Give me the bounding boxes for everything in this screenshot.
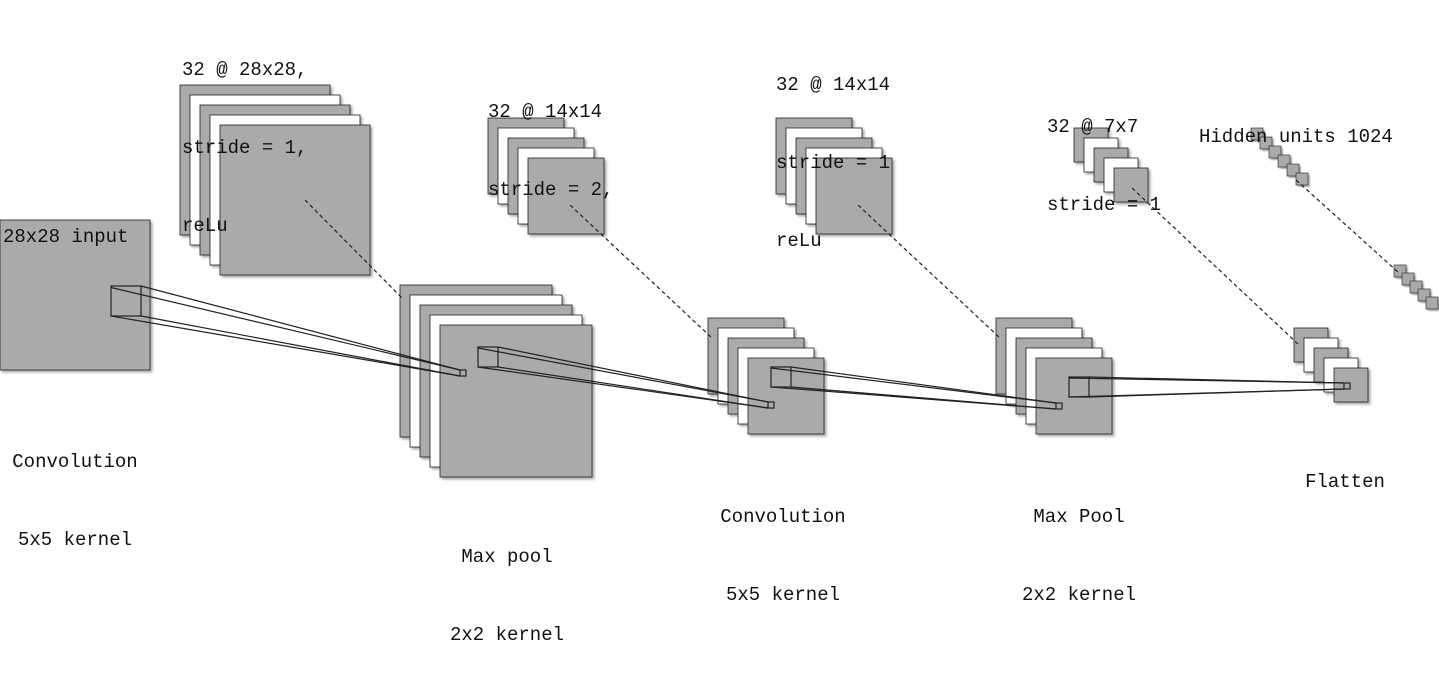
pool2-output-stack xyxy=(1073,127,1149,203)
pool1-kernel xyxy=(477,346,499,368)
projection-line xyxy=(569,204,713,339)
conv2-target xyxy=(1055,402,1063,410)
pool1-output-label: 32 @ 14x14 stride = 2, xyxy=(488,47,613,229)
pool1-operation-label: Max pool 2x2 kernel xyxy=(432,492,582,674)
conv1-operation-line: Convolution xyxy=(12,451,138,473)
flatten-operation-label: Flatten xyxy=(1280,417,1410,521)
conv1-connection-edge xyxy=(140,315,461,377)
flatten-target xyxy=(1343,382,1351,390)
conv2-output-stack-sheet xyxy=(815,157,893,235)
pool1-target xyxy=(767,401,775,409)
conv1-output-stack-sheet xyxy=(219,124,371,276)
pool1-connection-edge xyxy=(477,347,769,403)
conv1-connection-edge xyxy=(140,285,461,371)
pool1-output-line: 32 @ 14x14 xyxy=(488,101,603,123)
hidden-unit-block xyxy=(1425,296,1439,310)
projection-line xyxy=(1295,179,1399,273)
hidden-units-line: Hidden units 1024 xyxy=(1199,126,1393,148)
input-image xyxy=(0,219,151,371)
flatten-input-stack xyxy=(1293,327,1369,403)
conv2-operation-label: Convolution 5x5 kernel xyxy=(708,452,858,634)
hidden-units-stack xyxy=(1250,127,1439,310)
cnn-architecture-diagram xyxy=(0,84,1439,478)
conv2-operation-line: Convolution xyxy=(720,506,846,528)
conv2-input-stack xyxy=(707,317,825,435)
pool1-input-stack xyxy=(399,284,593,478)
projection-line xyxy=(304,199,403,299)
conv1-operation-label: Convolution 5x5 kernel xyxy=(0,397,150,579)
conv1-output-label: 32 @ 28x28, stride = 1, reLu xyxy=(182,5,307,265)
conv1-output-stack xyxy=(179,84,371,276)
conv1-connection-edge xyxy=(110,286,461,371)
conv1-operation-line: 5x5 kernel xyxy=(17,529,133,551)
pool1-operation-line: 2x2 kernel xyxy=(449,624,565,646)
pool2-output-label: 32 @ 7x7 stride = 1 xyxy=(1047,62,1161,244)
pool1-operation-line: Max pool xyxy=(461,546,553,568)
conv2-kernel xyxy=(770,366,792,388)
input-label-line: 28x28 input xyxy=(3,226,129,248)
pool2-output-stack-sheet xyxy=(1113,167,1149,203)
conv2-output-stack xyxy=(775,117,893,235)
flatten-input-stack-sheet xyxy=(1333,367,1369,403)
conv2-operation-line: 5x5 kernel xyxy=(725,584,841,606)
conv1-output-line: stride = 1, xyxy=(182,137,308,159)
pool2-output-line: 32 @ 7x7 xyxy=(1047,116,1139,138)
projection-line xyxy=(1131,187,1299,345)
conv2-input-stack-sheet xyxy=(747,357,825,435)
flatten-operation-line: Flatten xyxy=(1305,471,1385,493)
conv2-output-label: 32 @ 14x14 stride = 1 reLu xyxy=(776,20,890,280)
conv2-output-line: reLu xyxy=(776,230,822,252)
pool1-connection-edge xyxy=(477,366,769,409)
pool1-connection-edge xyxy=(497,346,769,403)
input-label: 28x28 input xyxy=(3,172,128,276)
pool2-input-stack xyxy=(995,317,1113,435)
pool1-output-line: stride = 2, xyxy=(488,179,614,201)
conv2-connection-edge xyxy=(770,367,1057,404)
conv2-output-line: 32 @ 14x14 xyxy=(776,74,891,96)
conv1-kernel xyxy=(110,285,142,317)
hidden-units-label: Hidden units 1024 xyxy=(1199,72,1393,176)
projection-line xyxy=(857,204,1001,339)
pool1-input-stack-sheet xyxy=(439,324,593,478)
conv1-target xyxy=(459,369,467,377)
conv1-output-line: reLu xyxy=(182,215,228,237)
pool2-operation-line: Max Pool xyxy=(1033,506,1125,528)
conv1-output-line: 32 @ 28x28, xyxy=(182,59,308,81)
pool2-output-line: stride = 1 xyxy=(1047,194,1162,216)
pool1-output-stack xyxy=(487,117,605,235)
pool1-output-stack-sheet xyxy=(527,157,605,235)
conv2-output-line: stride = 1 xyxy=(776,152,891,174)
conv1-connection-edge xyxy=(110,315,461,377)
pool2-operation-line: 2x2 kernel xyxy=(1021,584,1137,606)
pool2-operation-label: Max Pool 2x2 kernel xyxy=(1004,452,1154,634)
pool2-connection-edge xyxy=(1068,388,1345,398)
pool2-connection-edge xyxy=(1068,377,1345,384)
conv2-connection-edge xyxy=(770,386,1057,410)
